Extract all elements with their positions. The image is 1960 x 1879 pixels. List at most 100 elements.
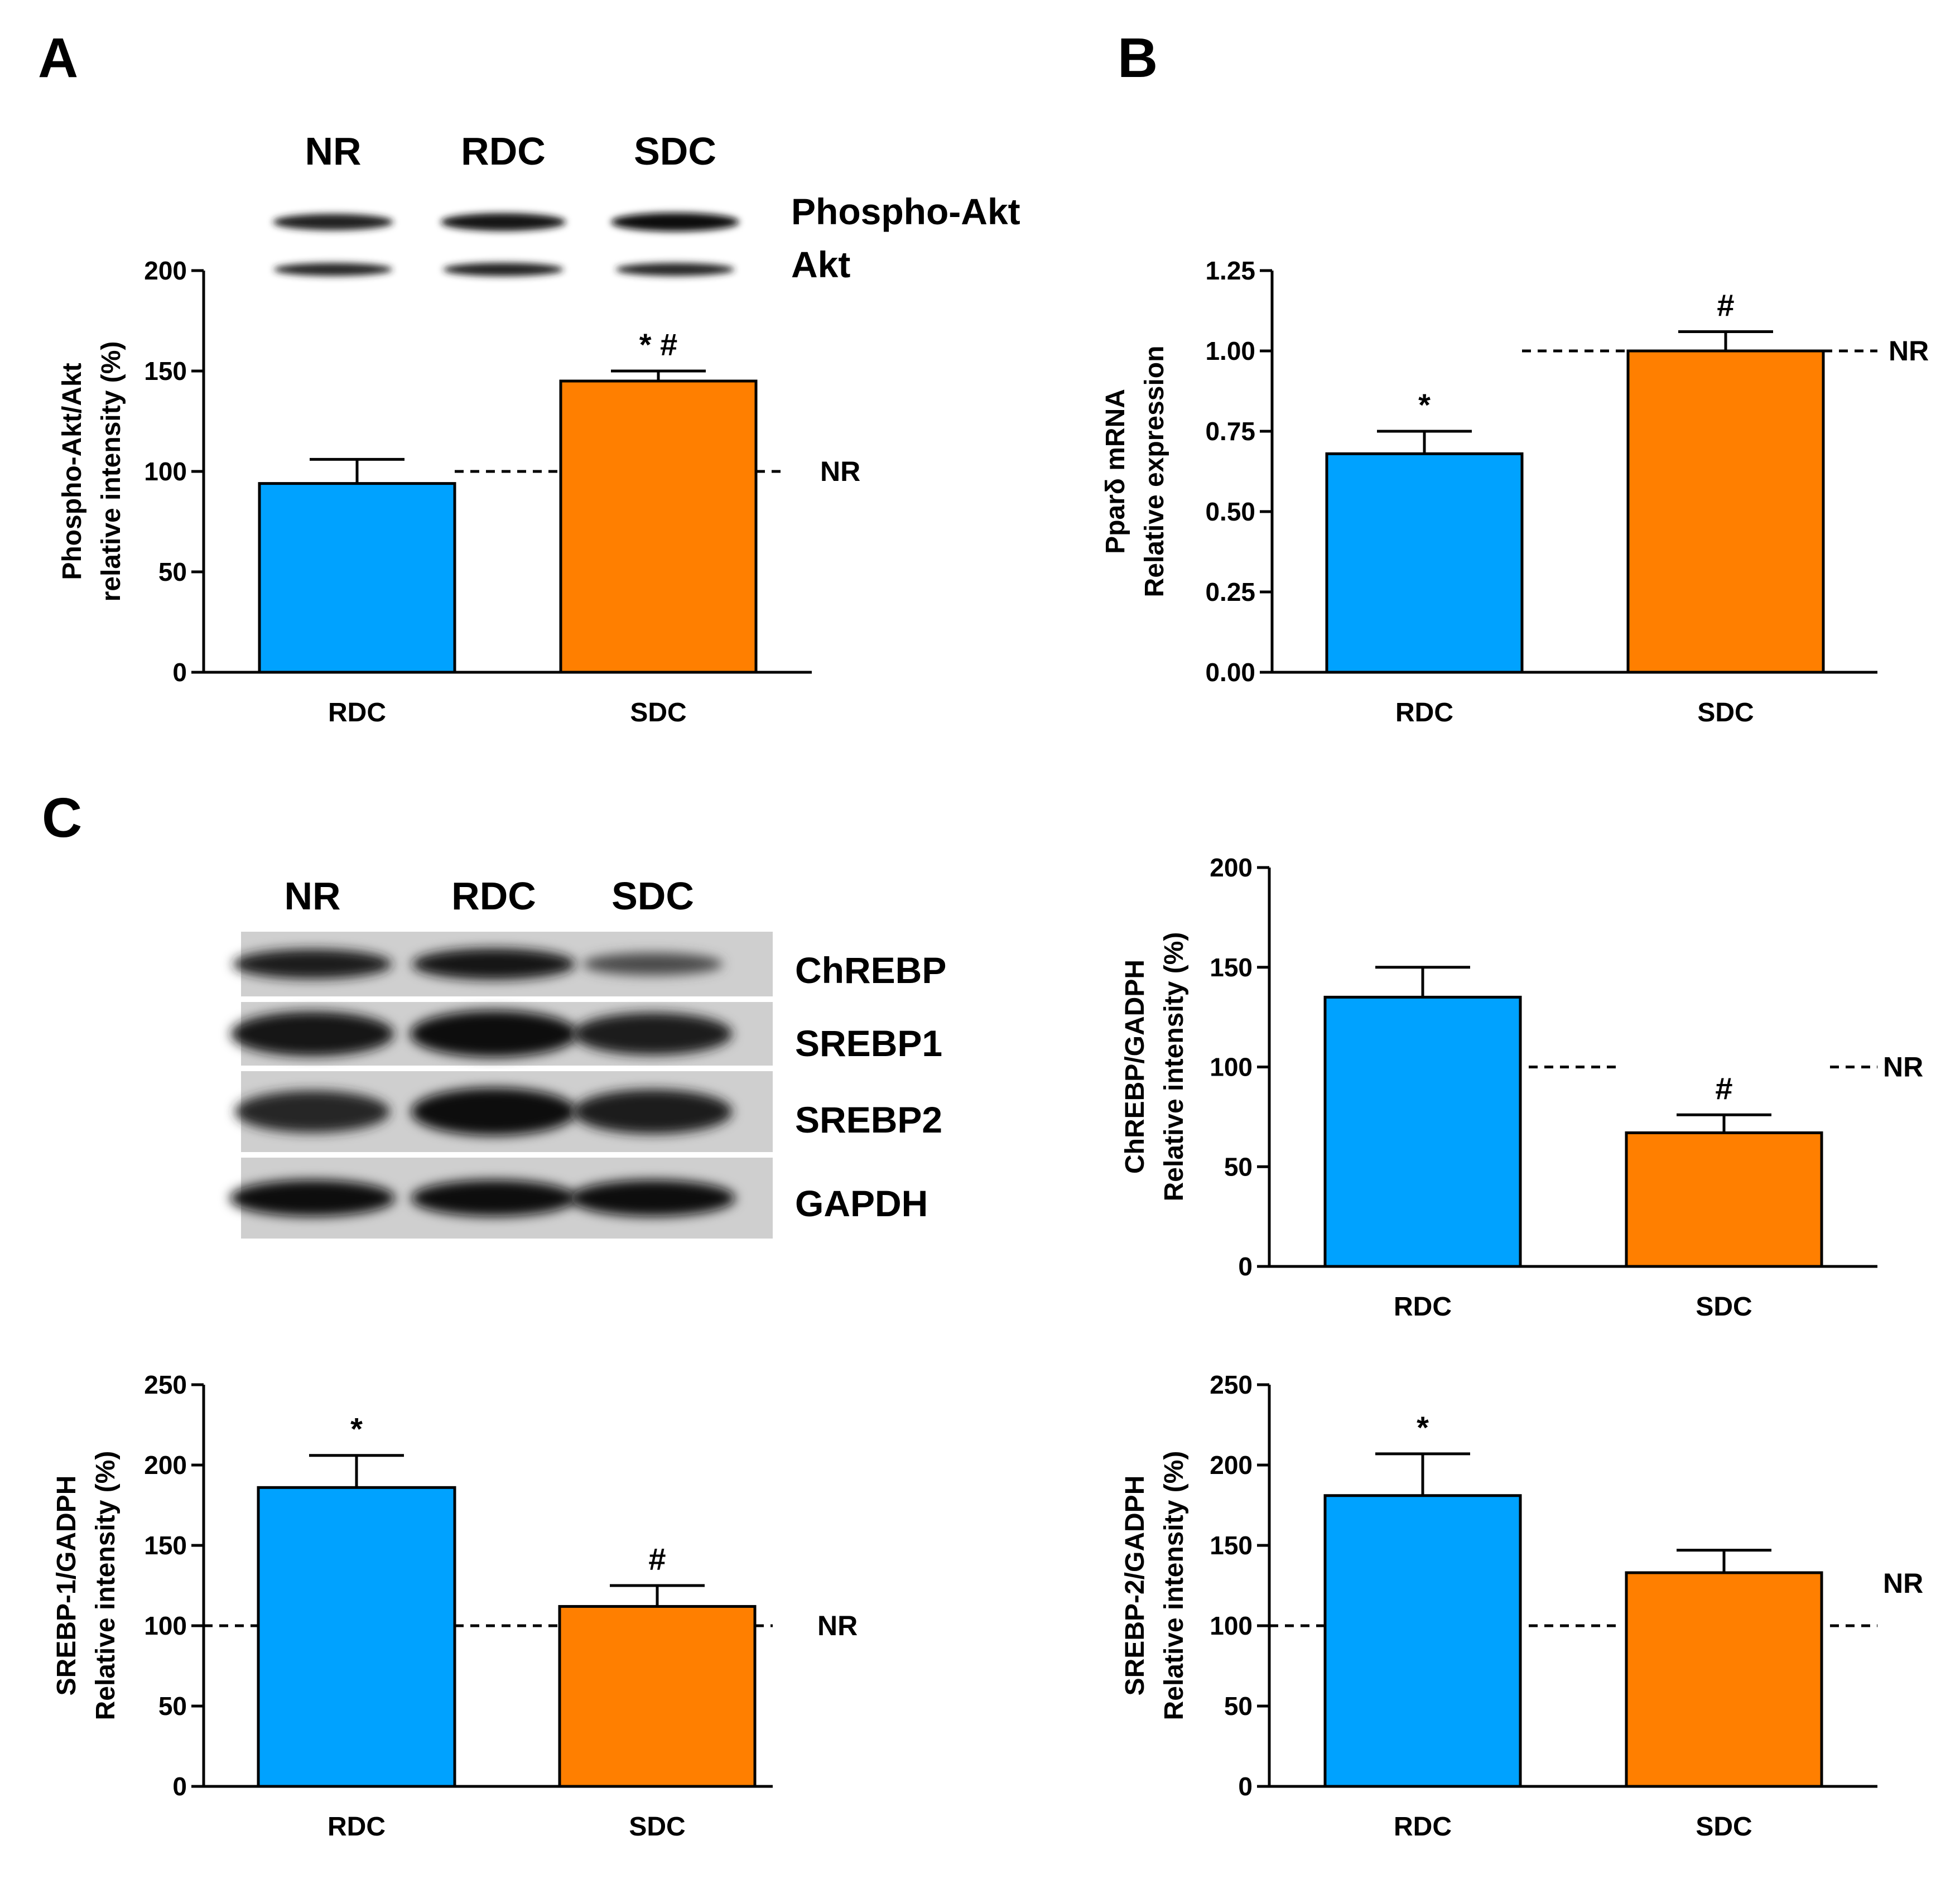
y-tick-label: 150 xyxy=(144,1531,187,1560)
y-tick-label: 50 xyxy=(1224,1152,1253,1181)
blot-band-chrebp xyxy=(233,949,392,979)
y-axis-title: Relative expression xyxy=(1140,346,1169,598)
band-label-akt: Akt xyxy=(791,244,850,285)
x-category-label: RDC xyxy=(1394,1812,1452,1842)
blot-band-srebp1 xyxy=(230,1011,394,1056)
x-category-label: RDC xyxy=(1395,698,1453,727)
y-tick-label: 100 xyxy=(144,457,187,486)
blot-band-gapdh xyxy=(570,1179,736,1217)
blot-panel-a: NR RDC SDC Phospho-Akt Akt xyxy=(273,129,1020,285)
chart-phospho-akt: 0 50 100 150 200 NR RDC SDC * # Phospho-Akt/Akt re… xyxy=(57,256,860,727)
panel-letter-c: C xyxy=(42,787,82,849)
bar-sdc xyxy=(559,379,758,674)
significance-annotation: * # xyxy=(639,327,678,362)
y-axis-title: ChREBP/GADPH xyxy=(1120,960,1150,1174)
blot-band-chrebp xyxy=(412,948,576,980)
blot-band-akt xyxy=(615,263,735,276)
bar-rdc xyxy=(1323,1494,1522,1788)
y-tick-label: 0.75 xyxy=(1205,417,1255,446)
bar-rdc xyxy=(1325,452,1524,674)
significance-annotation: * xyxy=(1417,1410,1429,1445)
blot-band-phospho-akt xyxy=(440,213,566,231)
blot-band-gapdh xyxy=(229,1179,396,1217)
bar-rdc xyxy=(258,482,456,674)
reference-label: NR xyxy=(1889,335,1929,367)
panel-letter-a: A xyxy=(38,27,78,89)
reference-label: NR xyxy=(820,456,860,487)
x-category-label: SDC xyxy=(629,1812,685,1842)
panel-letter-b: B xyxy=(1118,27,1158,89)
x-category-label: SDC xyxy=(1697,698,1754,727)
y-tick-label: 0 xyxy=(172,658,187,687)
y-tick-label: 0 xyxy=(1238,1772,1253,1801)
y-axis-title: Pparδ mRNA xyxy=(1101,389,1130,554)
band-label-gapdh: GAPDH xyxy=(795,1183,928,1224)
y-axis-title: Phospho-Akt/Akt xyxy=(57,363,87,580)
y-tick-label: 200 xyxy=(144,1451,187,1480)
y-tick-label: 100 xyxy=(144,1611,187,1640)
x-category-label: RDC xyxy=(1394,1292,1452,1322)
y-tick-label: 250 xyxy=(144,1370,187,1399)
chart-srebp2: 0 50 100 150 200 250 NR RDC * SDC SREBP-2/GADPH Rel… xyxy=(1120,1370,1923,1842)
lane-label-nr: NR xyxy=(284,874,340,918)
x-category-label: SDC xyxy=(1696,1812,1752,1842)
y-tick-label: 50 xyxy=(1224,1692,1253,1721)
band-label-srebp1: SREBP1 xyxy=(795,1023,942,1064)
y-axis-title: relative intensity (%) xyxy=(97,341,126,602)
bar-sdc xyxy=(558,1605,757,1788)
y-tick-label: 1.00 xyxy=(1205,336,1255,365)
bar-sdc xyxy=(1626,349,1825,674)
y-tick-label: 100 xyxy=(1210,1053,1253,1082)
blot-band-gapdh xyxy=(411,1179,577,1217)
blot-band-srebp2 xyxy=(235,1090,390,1133)
y-axis-title: Relative intensity (%) xyxy=(1159,932,1189,1202)
y-tick-label: 200 xyxy=(144,256,187,285)
band-label-srebp2: SREBP2 xyxy=(795,1099,942,1140)
chart-srebp1: 0 50 100 150 200 250 NR RDC * SDC # SREBP-1/GADPH Re… xyxy=(52,1370,858,1842)
x-category-label: RDC xyxy=(328,1812,386,1842)
blot-band-srebp2 xyxy=(411,1087,577,1136)
blot-band-phospho-akt xyxy=(273,214,393,230)
blot-band-akt xyxy=(273,263,393,276)
bar-rdc xyxy=(257,1486,456,1788)
x-category-label: SDC xyxy=(630,698,686,727)
y-tick-label: 0.50 xyxy=(1205,497,1255,526)
bar-sdc xyxy=(1625,1131,1823,1268)
blot-band-phospho-akt xyxy=(611,213,739,232)
lane-label-sdc: SDC xyxy=(611,874,694,918)
significance-annotation: # xyxy=(648,1541,666,1577)
x-category-label: RDC xyxy=(328,698,386,727)
lane-label-rdc: RDC xyxy=(461,129,546,173)
y-tick-label: 150 xyxy=(1210,953,1253,982)
blot-band-srebp1 xyxy=(410,1010,577,1057)
y-tick-label: 0 xyxy=(172,1772,187,1801)
reference-label: NR xyxy=(817,1610,858,1641)
blot-band-srebp2 xyxy=(573,1089,733,1134)
y-axis-title: SREBP-1/GADPH xyxy=(52,1476,81,1696)
lane-label-rdc: RDC xyxy=(451,874,536,918)
reference-label: NR xyxy=(1883,1052,1923,1083)
y-axis-title: Relative intensity (%) xyxy=(1159,1451,1189,1721)
y-tick-label: 0.00 xyxy=(1205,658,1255,687)
blot-panel-c: NR RDC SDC ChREBP SREBP1 SREBP2 GAPDH xyxy=(229,874,946,1239)
chart-ppard-mrna: 0.00 0.25 0.50 0.75 1.00 1.25 NR RDC * SDC # Pparδ … xyxy=(1101,256,1929,727)
y-tick-label: 50 xyxy=(158,1692,187,1721)
chart-chrebp: 0 50 100 150 200 NR RDC SDC # ChREBP/GADPH Relativ… xyxy=(1120,853,1923,1322)
significance-annotation: * xyxy=(350,1411,363,1447)
significance-annotation: # xyxy=(1717,287,1734,322)
y-tick-label: 200 xyxy=(1210,853,1253,882)
y-tick-label: 150 xyxy=(1210,1531,1253,1560)
bar-rdc xyxy=(1323,995,1522,1268)
blot-band-chrebp xyxy=(582,952,723,976)
reference-label: NR xyxy=(1883,1568,1923,1599)
band-label-chrebp: ChREBP xyxy=(795,950,946,991)
y-tick-label: 1.25 xyxy=(1205,256,1255,285)
y-tick-label: 50 xyxy=(158,557,187,586)
x-category-label: SDC xyxy=(1696,1292,1752,1322)
blot-band-srebp1 xyxy=(573,1013,733,1055)
blot-band-akt xyxy=(443,262,564,277)
y-tick-label: 100 xyxy=(1210,1611,1253,1640)
y-tick-label: 0 xyxy=(1238,1252,1253,1281)
